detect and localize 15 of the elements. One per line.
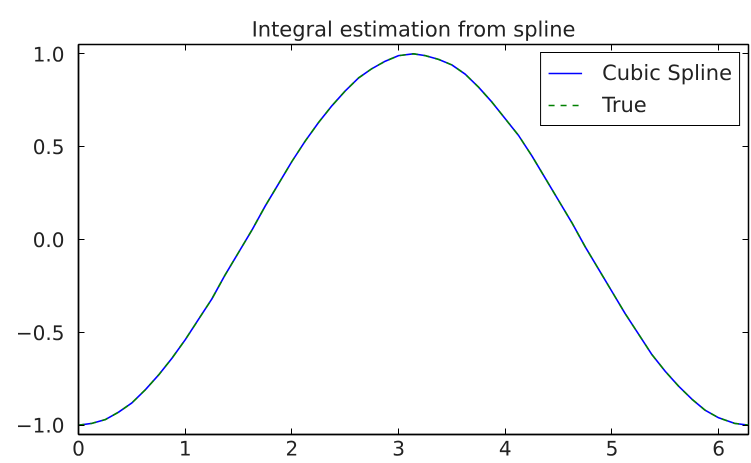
y-tick-label: −1.0 [16,414,65,438]
y-tick-label: −0.5 [16,320,65,345]
y-tick-label: 0.0 [32,228,65,252]
x-tick-label: 5 [606,436,618,460]
x-tick-label: 4 [498,436,512,460]
x-tick-label: 0 [72,436,85,460]
chart-title: Integral estimation from spline [252,18,576,42]
legend-label: Cubic Spline [602,60,732,86]
legend-label: True [602,92,647,118]
x-tick-label: 2 [286,436,298,460]
x-tick-label: 3 [392,436,405,460]
x-tick-label: 6 [712,436,725,460]
y-tick-label: 1.0 [32,42,65,66]
y-tick-label: 0.5 [32,135,65,160]
x-tick-label: 1 [178,436,192,460]
